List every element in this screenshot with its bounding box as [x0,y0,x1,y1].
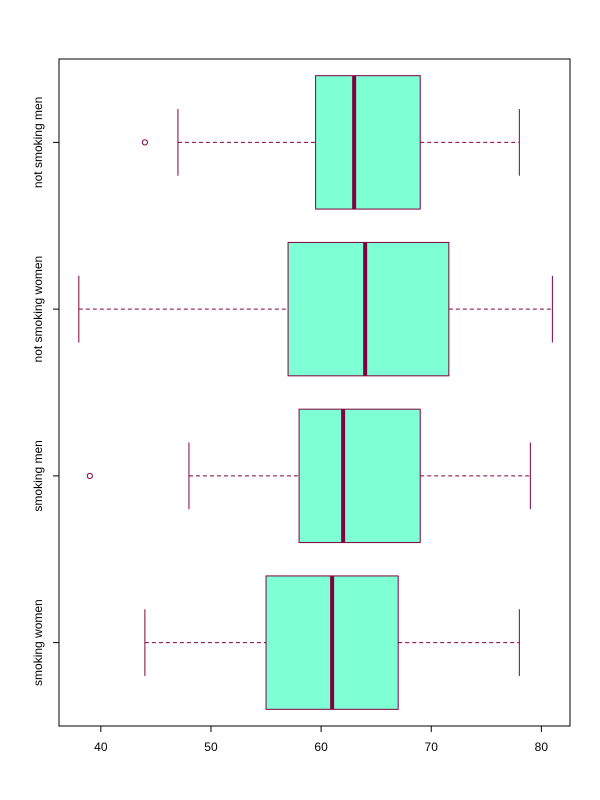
y-tick-label-smoking-men: smoking men [31,440,45,511]
y-tick-label-not-smoking-women: not smoking women [31,256,45,363]
box-group-smoking-men [86,408,531,544]
x-tick-label-50: 50 [204,740,218,754]
plot-frame [58,58,571,727]
outlier-not-smoking-men-0 [141,139,149,146]
box-smoking-men [298,408,421,544]
outlier-smoking-men-0 [86,472,93,479]
y-tick-label-not-smoking-men: not smoking men [31,97,45,188]
box-group-not-smoking-men [141,75,520,210]
x-tick-label-70: 70 [425,740,439,754]
x-tick-label-40: 40 [94,740,108,754]
box-not-smoking-women [287,241,450,377]
x-tick-label-60: 60 [314,740,328,754]
box-group-smoking-women [144,575,520,710]
y-axis: smoking women smoking men not smoking wome… [31,97,59,686]
boxes-layer [78,75,553,710]
box-not-smoking-men [315,75,421,210]
x-axis: 40 50 60 70 80 [94,726,548,754]
x-tick-label-80: 80 [535,740,549,754]
box-group-not-smoking-women [78,241,553,377]
y-tick-label-smoking-women: smoking women [31,599,45,686]
